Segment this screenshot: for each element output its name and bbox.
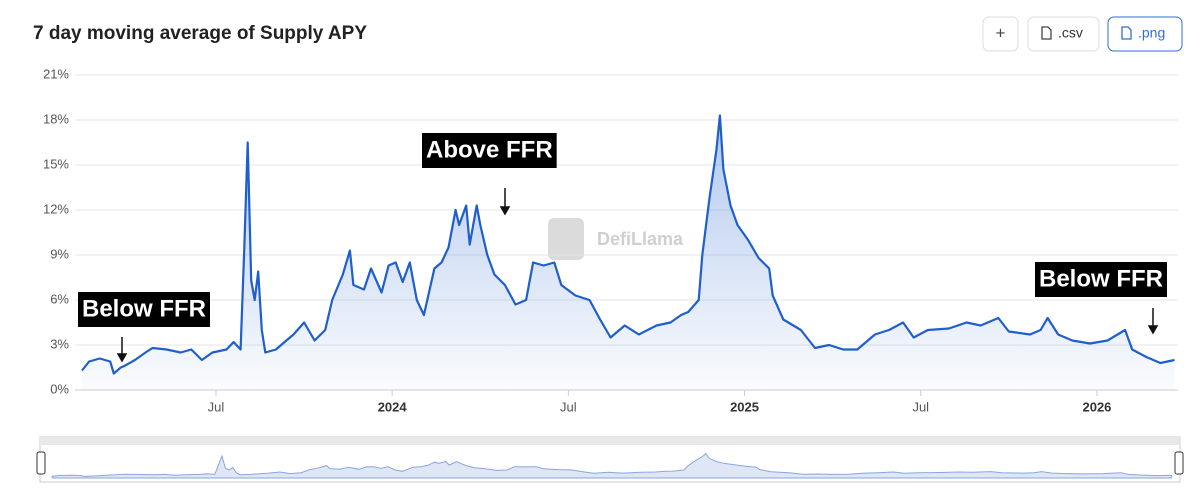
- x-tick-label: 2025: [730, 399, 759, 414]
- y-tick-label: 12%: [43, 201, 69, 216]
- y-tick-label: 9%: [50, 246, 69, 261]
- csv-button[interactable]: [1027, 16, 1100, 52]
- y-tick-label: 3%: [50, 336, 69, 351]
- y-tick-label: 6%: [50, 291, 69, 306]
- y-tick-label: 18%: [43, 111, 69, 126]
- chart-title: 7 day moving average of Supply APY: [33, 23, 367, 44]
- arrow-head: [1147, 325, 1159, 335]
- watermark-text: DefiLlama: [597, 229, 684, 249]
- range-handle[interactable]: [1174, 451, 1184, 475]
- overview-area: [51, 452, 1172, 479]
- annotation-box: [422, 133, 557, 168]
- add-button[interactable]: [982, 16, 1019, 52]
- toolbar: + .csv .png: [982, 16, 1183, 52]
- png-icon: [1121, 26, 1132, 40]
- y-tick-label: 15%: [43, 156, 69, 171]
- x-tick-label: Jul: [912, 399, 929, 414]
- range-handle[interactable]: [36, 451, 46, 475]
- watermark-logo: [548, 218, 584, 260]
- range-selector[interactable]: [36, 436, 1184, 483]
- png-button-label[interactable]: .png: [1138, 25, 1165, 41]
- y-tick-label: 0%: [50, 381, 69, 396]
- png-button[interactable]: [1107, 16, 1183, 52]
- arrow-head: [116, 353, 128, 363]
- annotation: Below FFR: [82, 295, 206, 322]
- line: [81, 114, 1175, 375]
- csv-icon: [1041, 26, 1052, 40]
- x-tick-label: Jul: [208, 399, 225, 414]
- csv-button-label[interactable]: .csv: [1058, 25, 1083, 41]
- x-tick-label: Jul: [560, 399, 577, 414]
- arrow-head: [499, 206, 511, 216]
- watermark: DefiLlama: [548, 218, 684, 260]
- add-button-label[interactable]: +: [996, 23, 1006, 42]
- area: [82, 115, 1175, 390]
- annotation: Below FFR: [1039, 265, 1163, 292]
- arrows: [116, 188, 1159, 363]
- x-tick-label: 2024: [378, 399, 408, 414]
- annotation: Above FFR: [426, 136, 553, 163]
- annotation-box: [78, 292, 210, 327]
- y-tick-label: 21%: [43, 66, 69, 81]
- range-bar[interactable]: [40, 437, 1180, 445]
- x-tick-label: 2026: [1082, 399, 1111, 414]
- annotation-box: [1035, 262, 1167, 297]
